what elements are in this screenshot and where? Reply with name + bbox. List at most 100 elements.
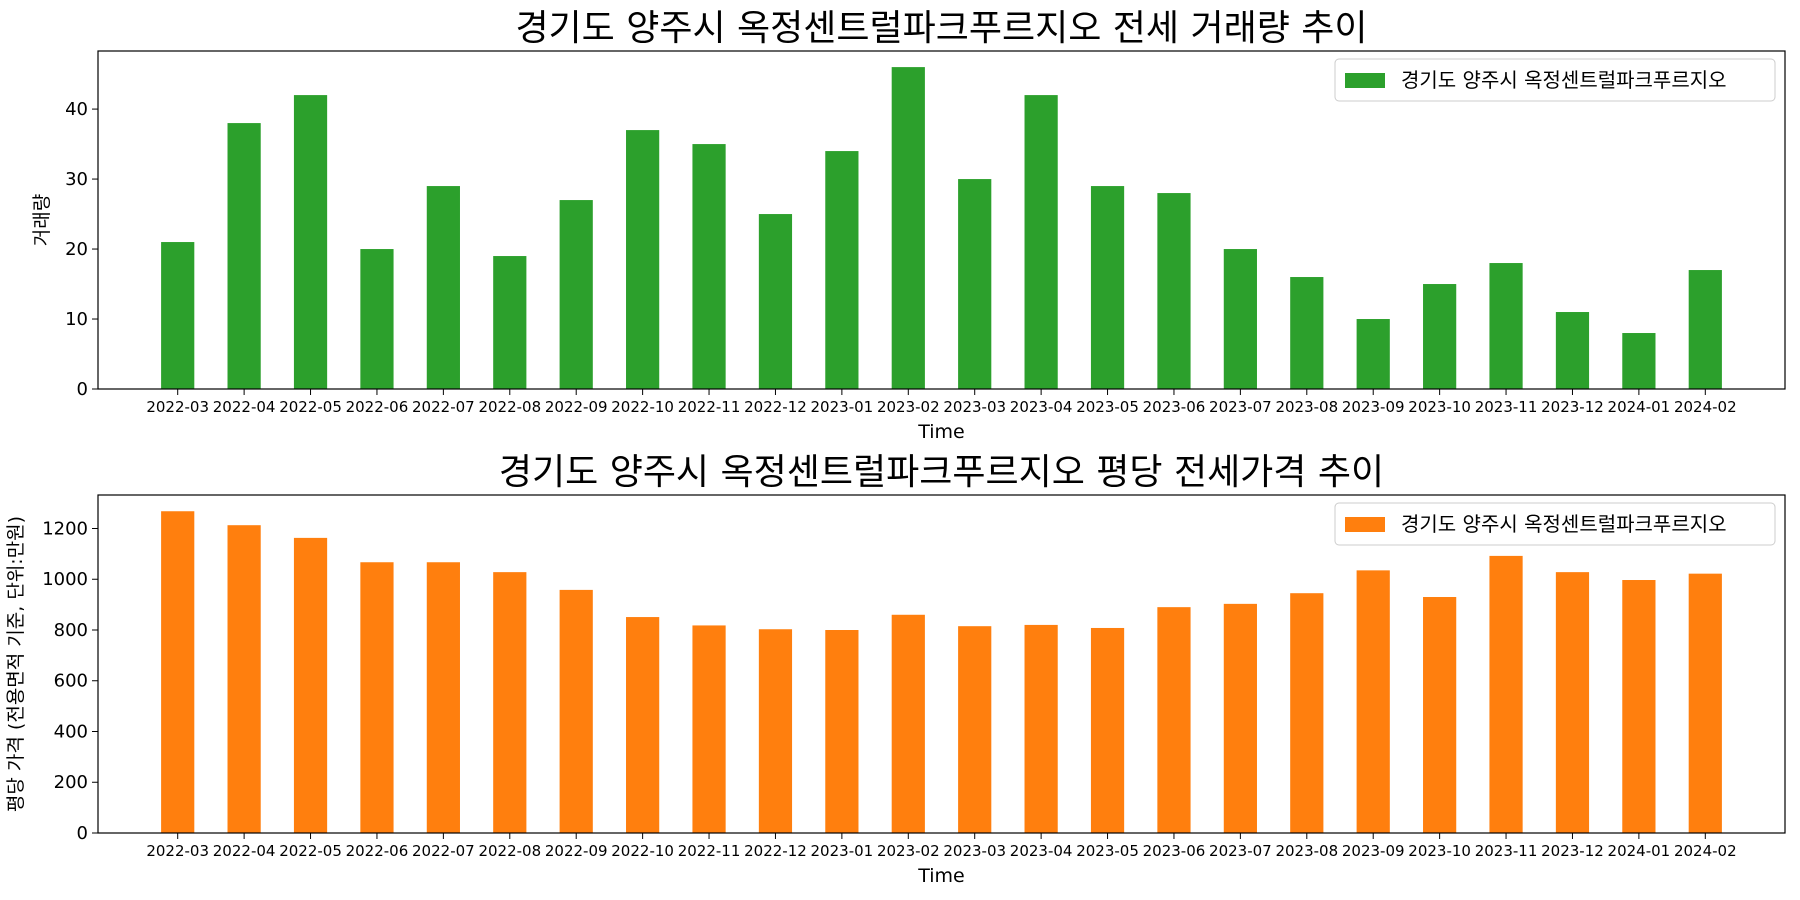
- x-tick-label: 2022-03: [146, 842, 209, 860]
- bar-2023-07: [1223, 603, 1257, 833]
- chart-title: 경기도 양주시 옥정센트럴파크푸르지오 평당 전세가격 추이: [499, 452, 1384, 493]
- y-axis-label: 거래량: [31, 194, 53, 246]
- legend-box: [1334, 58, 1776, 102]
- legend: 경기도 양주시 옥정센트럴파크푸르지오: [1334, 502, 1776, 546]
- legend: 경기도 양주시 옥정센트럴파크푸르지오: [1334, 58, 1776, 102]
- x-tick-label: 2022-08: [478, 842, 541, 860]
- x-tick-label: 2023-02: [877, 842, 940, 860]
- bar-2023-01: [825, 630, 859, 833]
- x-tick-label: 2022-11: [678, 398, 741, 416]
- bar-2022-10: [626, 617, 660, 833]
- x-tick-label: 2023-09: [1342, 398, 1405, 416]
- bar-2023-05: [1090, 627, 1125, 833]
- x-tick-label: 2023-12: [1541, 398, 1604, 416]
- plot-frame: [97, 494, 1786, 834]
- bar-2022-03: [161, 242, 195, 389]
- x-tick-label: 2022-03: [146, 398, 209, 416]
- x-tick-label: 2023-02: [877, 398, 940, 416]
- bar-2023-02: [891, 67, 925, 389]
- plot-frame: [97, 50, 1786, 390]
- x-tick-label: 2022-10: [611, 398, 674, 416]
- x-tick-label: 2022-07: [412, 842, 475, 860]
- bar-2024-02: [1688, 270, 1722, 389]
- x-tick-label: 2023-05: [1076, 842, 1139, 860]
- bar-2022-09: [559, 589, 593, 833]
- x-tick-label: 2022-05: [279, 842, 342, 860]
- bar-2024-02: [1688, 573, 1722, 833]
- x-tick-label: 2023-05: [1076, 398, 1139, 416]
- x-tick-label: 2023-07: [1209, 842, 1272, 860]
- x-tick-label: 2023-01: [811, 398, 874, 416]
- bar-2022-06: [360, 249, 394, 389]
- legend-swatch: [1345, 517, 1385, 532]
- bar-2023-02: [891, 614, 925, 833]
- y-axis-label: 평당 가격 (전용면적 기준, 단위:만원): [5, 516, 27, 812]
- x-axis-label: Time: [917, 865, 965, 887]
- bar-2023-07: [1223, 249, 1257, 389]
- bar-2023-12: [1555, 572, 1590, 833]
- x-tick-label: 2023-11: [1475, 842, 1538, 860]
- y-tick-label: 1000: [42, 569, 88, 590]
- bar-2023-08: [1290, 277, 1324, 389]
- x-tick-label: 2023-09: [1342, 842, 1405, 860]
- bar-2023-08: [1290, 593, 1324, 833]
- legend-label: 경기도 양주시 옥정센트럴파크푸르지오: [1401, 68, 1727, 92]
- bar-2022-07: [426, 186, 460, 389]
- y-tick-label: 0: [77, 379, 88, 400]
- bar-2023-09: [1356, 570, 1390, 833]
- bar-2022-05: [293, 537, 328, 833]
- y-tick-label: 1200: [42, 518, 88, 539]
- x-tick-label: 2022-09: [545, 842, 608, 860]
- x-tick-label: 2023-01: [811, 842, 874, 860]
- bar-2023-01: [825, 151, 859, 389]
- bar-2022-04: [227, 123, 261, 389]
- bar-2022-10: [626, 130, 660, 389]
- x-axis-label: Time: [917, 421, 965, 443]
- x-tick-label: 2024-01: [1608, 842, 1671, 860]
- chart-title: 경기도 양주시 옥정센트럴파크푸르지오 전세 거래량 추이: [515, 8, 1367, 49]
- bar-2023-11: [1489, 555, 1523, 833]
- x-tick-label: 2023-08: [1275, 842, 1338, 860]
- y-tick-label: 30: [65, 169, 88, 190]
- bar-2022-04: [227, 525, 261, 833]
- bar-2023-06: [1157, 607, 1191, 833]
- x-tick-label: 2022-10: [611, 842, 674, 860]
- bar-2022-08: [493, 572, 527, 833]
- y-tick-label: 20: [65, 239, 88, 260]
- x-tick-label: 2023-12: [1541, 842, 1604, 860]
- x-tick-label: 2023-08: [1275, 398, 1338, 416]
- y-tick-label: 600: [54, 671, 88, 692]
- legend-box: [1334, 502, 1776, 546]
- x-tick-label: 2023-10: [1408, 398, 1471, 416]
- y-tick-label: 400: [54, 721, 88, 742]
- x-tick-label: 2022-06: [346, 842, 409, 860]
- bar-2022-05: [293, 95, 328, 389]
- bar-2022-07: [426, 562, 460, 833]
- y-tick-label: 10: [65, 309, 88, 330]
- bar-2023-10: [1423, 284, 1457, 389]
- bar-2022-09: [559, 200, 593, 389]
- bar-2023-05: [1090, 186, 1125, 389]
- x-tick-label: 2022-08: [478, 398, 541, 416]
- bar-2023-04: [1024, 95, 1058, 389]
- x-tick-label: 2022-09: [545, 398, 608, 416]
- y-tick-label: 0: [77, 823, 88, 844]
- bar-2023-03: [958, 179, 992, 389]
- bar-2022-11: [692, 625, 726, 833]
- legend-label: 경기도 양주시 옥정센트럴파크푸르지오: [1401, 512, 1727, 536]
- x-tick-label: 2024-02: [1674, 398, 1737, 416]
- y-tick-label: 200: [54, 772, 88, 793]
- bar-2022-12: [758, 214, 793, 389]
- bar-2022-08: [493, 256, 527, 389]
- x-tick-label: 2022-07: [412, 398, 475, 416]
- bar-2022-06: [360, 562, 394, 833]
- bar-2023-12: [1555, 312, 1590, 389]
- x-tick-label: 2023-06: [1143, 398, 1206, 416]
- x-tick-label: 2022-12: [744, 398, 807, 416]
- bar-2023-03: [958, 626, 992, 833]
- bar-2022-12: [758, 629, 793, 833]
- x-tick-label: 2022-12: [744, 842, 807, 860]
